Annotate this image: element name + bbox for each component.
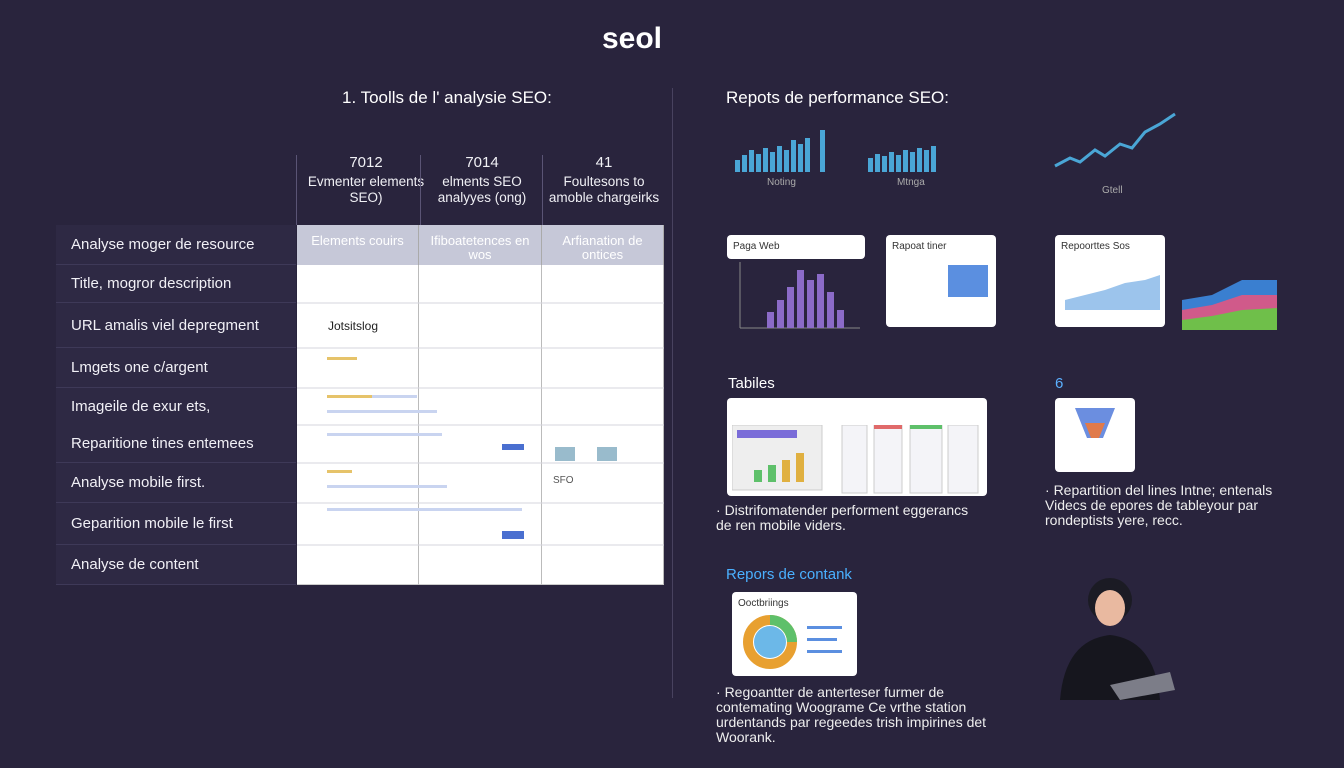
divider <box>672 88 673 698</box>
row-label: Imageile de exur ets, <box>56 388 296 426</box>
section-heading: Repors de contank <box>726 566 852 583</box>
card: Repoorttes Sos <box>1055 235 1165 327</box>
table-illustration-graphic <box>732 425 979 494</box>
stacked-illustration <box>1182 280 1277 330</box>
bullet-text: · Distrifomatender performent eggerancs … <box>716 502 969 533</box>
bullet-text: · Repartition del lines Intne; entenals … <box>1045 482 1273 528</box>
table-lines <box>297 302 664 546</box>
column-label: elments SEO analyyes (ong) <box>437 174 527 205</box>
cell-text: SFO <box>553 475 574 486</box>
bullet-text: · Regoantter de anterteser furmer de con… <box>716 684 987 745</box>
card-title: Rapoat tiner <box>892 241 947 252</box>
funnel-graphic <box>1075 408 1115 438</box>
area-illustration <box>1065 275 1160 310</box>
subheader-cell: Arfianation de ontices <box>542 225 664 265</box>
row-label: Title, mogror description <box>56 265 296 303</box>
card-title: Repoorttes Sos <box>1061 241 1130 252</box>
page-title: seol <box>601 22 663 55</box>
card: Paga Web <box>727 235 865 259</box>
card-title: Ooctbriings <box>738 598 789 609</box>
section-heading: Tabiles <box>728 375 775 392</box>
mini-chart-label: Mtnga <box>897 177 925 188</box>
card: Rapoat tiner <box>886 235 996 327</box>
row-label: Lmgets one c/argent <box>56 348 296 388</box>
column-header: 7014 elments SEO analyyes (ong) <box>420 155 543 225</box>
bullet: Repartition del lines Intne; entenals Vi… <box>1045 482 1273 528</box>
column-header: 41 Foultesons to amoble chargeirks <box>542 155 665 225</box>
card-graphic <box>948 265 988 297</box>
column-label: Foultesons to amoble chargeirks <box>548 174 660 205</box>
row-label: URL amalis viel depregment <box>56 303 296 348</box>
mini-chart-illustrations <box>735 112 1176 172</box>
funnel-illustration <box>1055 398 1135 472</box>
card-title: Paga Web <box>733 241 780 252</box>
subheader-cell: Elements couirs <box>297 225 419 265</box>
bar-illustration <box>739 262 860 329</box>
column-header: 7012 Evmenter elements SEO) <box>305 155 427 206</box>
column-number: 7012 <box>349 154 383 171</box>
person-illustration <box>1060 578 1175 700</box>
column-number: 7014 <box>465 154 499 171</box>
card: Ooctbriings <box>732 592 857 676</box>
row-label: Analyse de content <box>56 545 296 585</box>
table-header <box>296 155 665 225</box>
right-heading: Repots de performance SEO: <box>726 88 950 107</box>
column-label: Evmenter elements SEO) <box>307 174 425 205</box>
mini-chart-label: Noting <box>767 177 796 188</box>
mini-chart-label: Gtell <box>1102 185 1123 196</box>
bullet: Distrifomatender performent eggerancs de… <box>716 502 969 533</box>
left-heading: 1. Toolls de l' analysie SEO: <box>342 88 552 107</box>
row-label: Analyse moger de resource <box>56 225 296 265</box>
subheader-cell: Ifiboatetences en wos <box>419 225 542 265</box>
bullet: Regoantter de anterteser furmer de conte… <box>716 684 987 745</box>
row-label: Analyse mobile first. <box>56 463 296 503</box>
cell-text: Jotsitslog <box>328 319 379 333</box>
row-label: Reparitione tines entemees <box>56 425 296 463</box>
donut-illustration <box>743 615 842 669</box>
column-number: 41 <box>595 154 613 171</box>
row-label: Geparition mobile le first <box>56 503 296 545</box>
section-number: 6 <box>1055 375 1064 392</box>
